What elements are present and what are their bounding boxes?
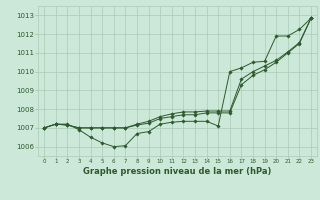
X-axis label: Graphe pression niveau de la mer (hPa): Graphe pression niveau de la mer (hPa) (84, 167, 272, 176)
